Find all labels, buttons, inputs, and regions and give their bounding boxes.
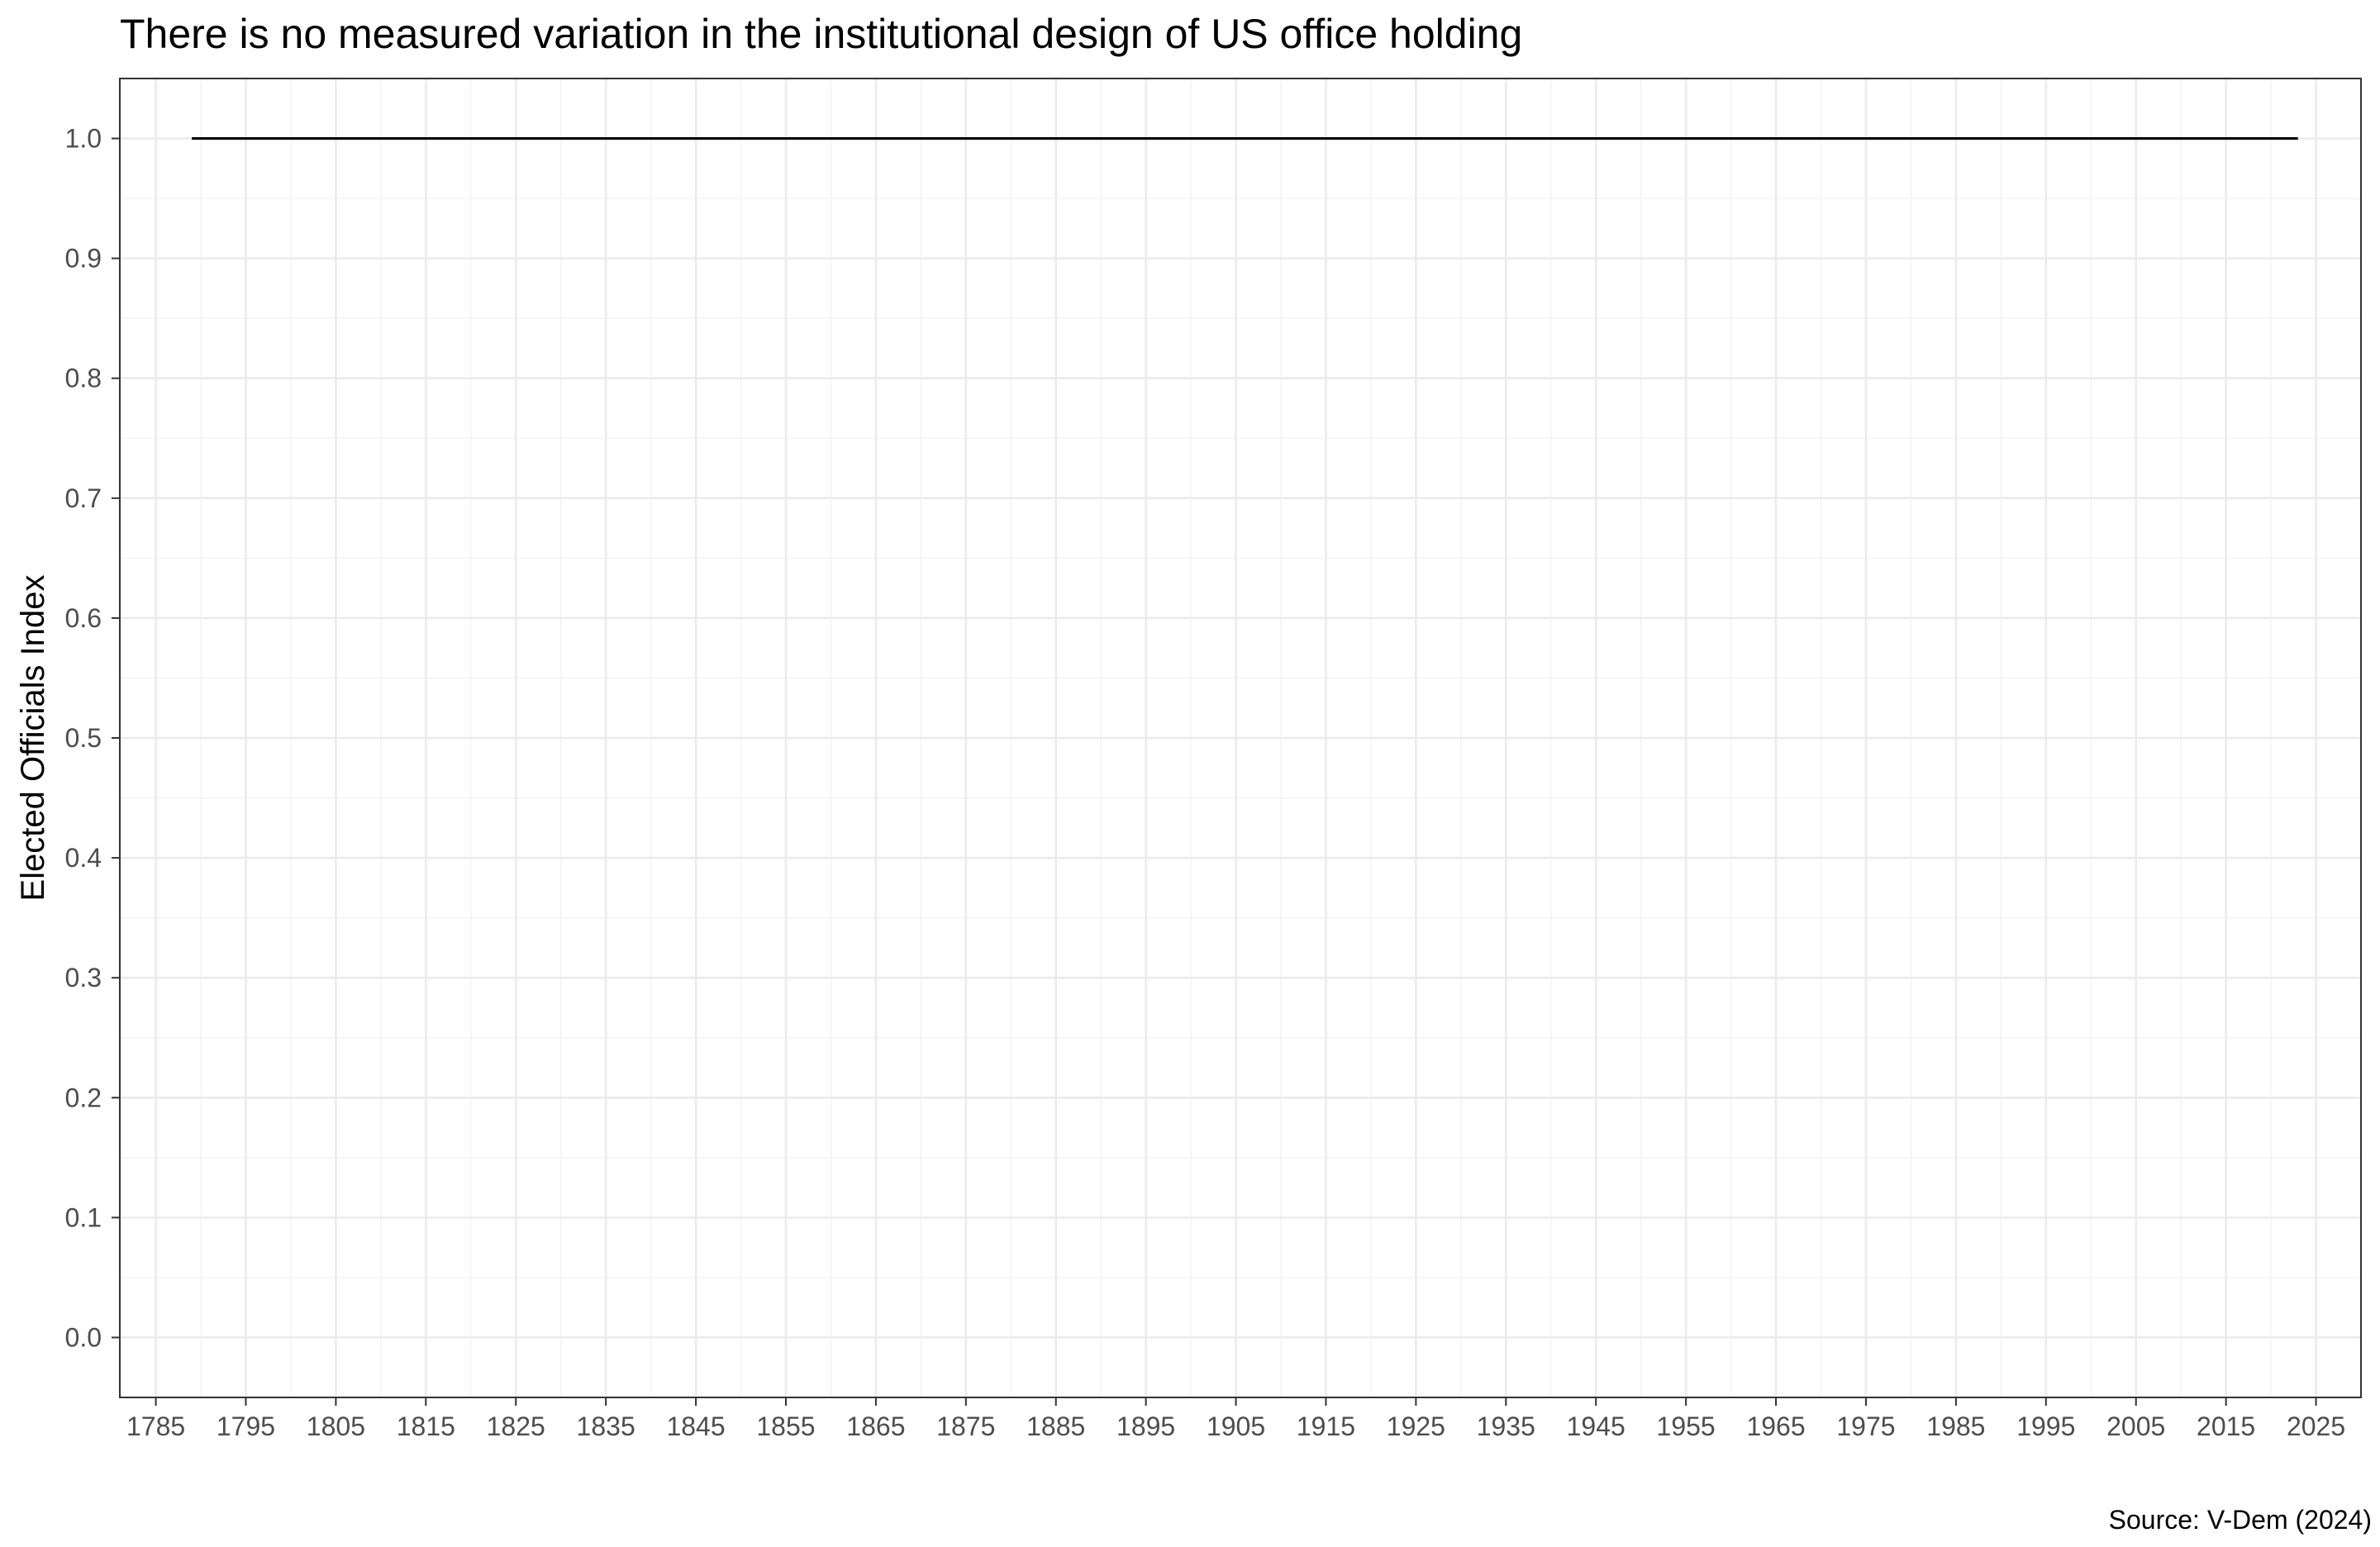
- y-axis: 0.0 0.1 0.2 0.3 0.4 0.5 0.6 0.7 0.8 0.9 1.0: [65, 124, 120, 1352]
- x-tick-label: 1955: [1657, 1411, 1716, 1441]
- y-tick-label: 0.1: [65, 1202, 102, 1232]
- x-tick-label: 1885: [1026, 1411, 1085, 1441]
- x-tick-label: 1945: [1567, 1411, 1626, 1441]
- y-tick-label: 0.9: [65, 244, 102, 274]
- x-tick-label: 1865: [846, 1411, 905, 1441]
- x-tick-label: 1935: [1477, 1411, 1535, 1441]
- y-tick-label: 0.0: [65, 1322, 102, 1352]
- x-tick-label: 1895: [1116, 1411, 1175, 1441]
- x-tick-label: 1985: [1926, 1411, 1985, 1441]
- x-tick-label: 1815: [397, 1411, 455, 1441]
- x-tick-label: 2005: [2106, 1411, 2165, 1441]
- x-tick-label: 1875: [936, 1411, 995, 1441]
- y-tick-label: 0.3: [65, 963, 102, 992]
- x-tick-label: 1825: [487, 1411, 545, 1441]
- x-tick-label: 1805: [307, 1411, 365, 1441]
- x-tick-label: 2015: [2197, 1411, 2255, 1441]
- x-tick-label: 1845: [666, 1411, 725, 1441]
- x-tick-label: 1855: [756, 1411, 815, 1441]
- y-tick-label: 0.7: [65, 483, 102, 513]
- y-tick-label: 0.6: [65, 603, 102, 633]
- x-tick-label: 1795: [217, 1411, 275, 1441]
- x-tick-label: 1965: [1746, 1411, 1805, 1441]
- x-tick-label: 1835: [577, 1411, 635, 1441]
- x-tick-label: 1785: [126, 1411, 185, 1441]
- x-axis: 1785 1795 1805 1815 1825 1835 1845 1855 1865 1875…: [126, 1397, 2345, 1441]
- y-tick-label: 0.2: [65, 1083, 102, 1112]
- x-tick-label: 2025: [2287, 1411, 2345, 1441]
- x-tick-label: 1975: [1836, 1411, 1895, 1441]
- y-axis-title: Elected Officials Index: [15, 574, 51, 901]
- x-tick-label: 1905: [1207, 1411, 1265, 1441]
- y-tick-label: 0.4: [65, 843, 102, 873]
- chart-title: There is no measured variation in the in…: [120, 11, 1522, 57]
- x-tick-label: 1995: [2016, 1411, 2075, 1441]
- grid-lines: [120, 79, 2361, 1397]
- y-tick-label: 1.0: [65, 124, 102, 154]
- x-tick-label: 1915: [1297, 1411, 1355, 1441]
- y-tick-label: 0.5: [65, 723, 102, 753]
- x-tick-label: 1925: [1387, 1411, 1445, 1441]
- source-caption: Source: V-Dem (2024): [2109, 1505, 2372, 1535]
- y-tick-label: 0.8: [65, 364, 102, 393]
